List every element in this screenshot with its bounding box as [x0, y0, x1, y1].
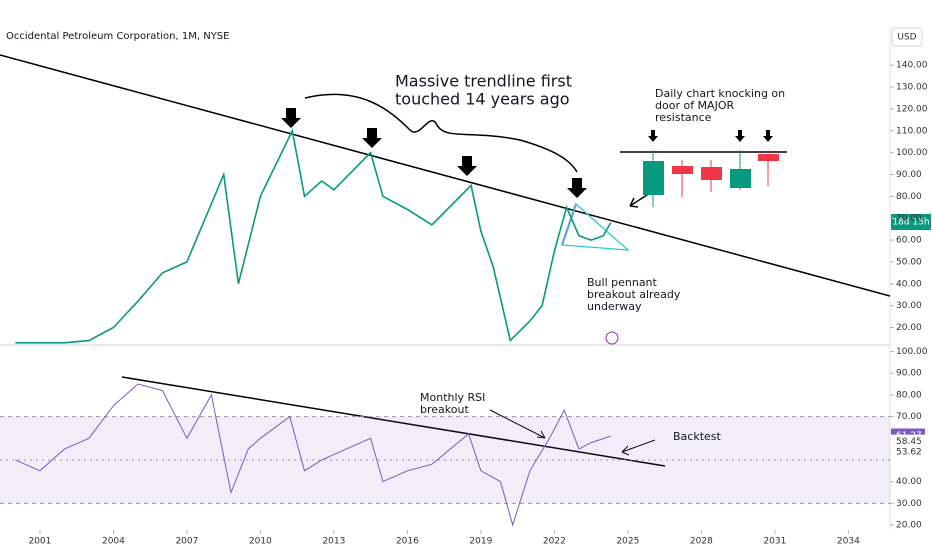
x-tick-label: 2001	[28, 537, 51, 547]
drawings	[0, 54, 891, 467]
arrow	[281, 108, 301, 128]
arrows	[281, 108, 773, 198]
y-tick-label: 40.00	[896, 477, 922, 487]
x-tick-label: 2022	[543, 537, 566, 547]
annotation: Monthly RSI	[420, 391, 485, 404]
y-tick-label: 60.00	[896, 236, 922, 246]
x-tick-label: 2007	[175, 537, 198, 547]
y-tick-label: 80.00	[896, 192, 922, 202]
curve	[304, 93, 578, 173]
currency-box[interactable]	[891, 27, 923, 47]
value-marker-box	[891, 445, 925, 460]
y-tick-label: 70.00	[896, 412, 922, 422]
y-tick-label: 30.00	[896, 499, 922, 509]
y-tick-label: 110.00	[896, 126, 928, 136]
annotation: door of MAJOR	[655, 99, 734, 112]
annotation: Bull pennant	[587, 276, 658, 289]
arrow	[735, 130, 745, 142]
arrow	[362, 128, 382, 148]
annotation: touched 14 years ago	[395, 90, 570, 109]
annotation: Daily chart knocking on	[655, 87, 785, 100]
y-tick-label: 100.00	[896, 347, 928, 357]
arrow	[567, 178, 587, 198]
y-tick-label: 40.00	[896, 279, 922, 289]
trendline	[0, 54, 891, 297]
annotation: breakout	[420, 403, 469, 416]
y-tick-label: 70.00	[896, 214, 922, 224]
value-marker: 53.62	[891, 445, 925, 460]
annotation: breakout already	[587, 288, 681, 301]
value-marker-label: 53.62	[896, 448, 922, 458]
countdown: 18d 15h	[892, 218, 929, 228]
x-tick-label: 2034	[837, 537, 860, 547]
pennant	[561, 202, 630, 251]
y-tick-label: 90.00	[896, 369, 922, 379]
x-tick-label: 2031	[763, 537, 786, 547]
countdown-box	[891, 214, 931, 230]
x-tick-label: 2019	[469, 537, 492, 547]
pointer	[629, 192, 651, 208]
event-icon[interactable]	[605, 331, 619, 345]
value-marker-label: 58.45	[896, 437, 922, 447]
annotation: Massive trendline first	[395, 72, 572, 91]
daily-candles	[643, 150, 779, 207]
annotation: resistance	[655, 111, 712, 124]
annotation: underway	[587, 300, 642, 313]
x-tick-label: 2016	[396, 537, 419, 547]
x-tick-label: 2028	[690, 537, 713, 547]
y-tick-label: 100.00	[896, 148, 928, 158]
y-tick-label: 30.00	[896, 301, 922, 311]
annotation: Backtest	[673, 430, 722, 443]
x-tick-label: 2010	[249, 537, 272, 547]
y-tick-label: 20.00	[896, 323, 922, 333]
pointer	[621, 439, 656, 456]
arrow	[763, 130, 773, 142]
x-tick-label: 2013	[322, 537, 345, 547]
rsi-line	[15, 383, 611, 527]
currency: USD	[897, 33, 916, 43]
y-tick-label: 20.00	[896, 521, 922, 531]
y-tick-label: 80.00	[896, 390, 922, 400]
x-tick-label: 2025	[616, 537, 639, 547]
y-tick-label: 130.00	[896, 83, 928, 93]
arrow	[457, 156, 477, 176]
x-tick-label: 2004	[102, 537, 125, 547]
y-tick-label: 50.00	[896, 257, 922, 267]
y-tick-label: 90.00	[896, 170, 922, 180]
y-tick-label: 120.00	[896, 104, 928, 114]
rsi-trendline	[121, 376, 666, 467]
price-line	[15, 128, 612, 344]
y-tick-label: 140.00	[896, 61, 928, 71]
arrow	[648, 130, 658, 142]
chart-title: Occidental Petroleum Corporation, 1M, NY…	[6, 31, 229, 42]
pointer	[489, 409, 546, 439]
